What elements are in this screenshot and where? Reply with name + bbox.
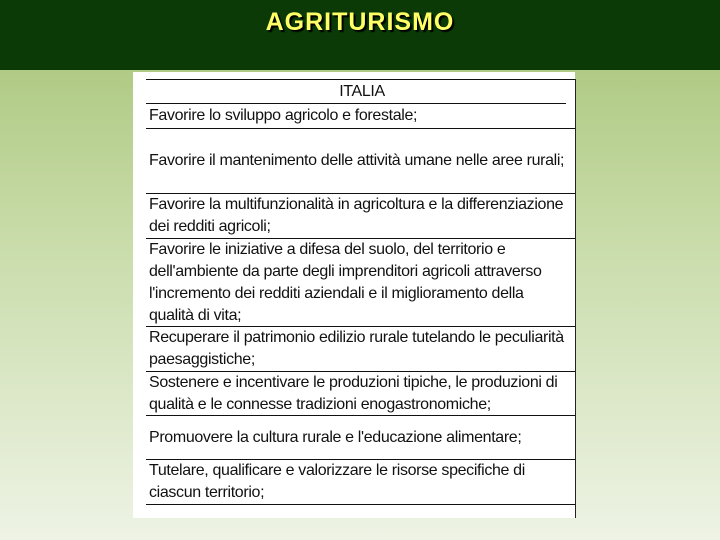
table-row: Tutelare, qualificare e valorizzare le r… [146,459,575,504]
slide-header: AGRITURISMO [0,0,720,70]
table-row: Sostenere e incentivare le produzioni ti… [146,371,575,415]
table-image-panel [133,72,575,518]
table-row: Favorire la multifunzionalità in agricol… [146,193,575,238]
table-row: Recuperare il patrimonio edilizio rurale… [146,326,575,371]
table-header: ITALIA [146,79,575,103]
table-bottom-border [146,504,575,505]
objectives-table: ITALIA Favorire lo sviluppo agricolo e f… [146,79,576,518]
table-row: Promuovere la cultura rurale e l'educazi… [146,415,575,459]
table-row: Favorire lo sviluppo agricolo e forestal… [146,103,566,128]
table-row: Favorire il mantenimento delle attività … [146,128,575,193]
table-row: Favorire le iniziative a difesa del suol… [146,238,575,326]
slide-title: AGRITURISMO [265,8,455,36]
